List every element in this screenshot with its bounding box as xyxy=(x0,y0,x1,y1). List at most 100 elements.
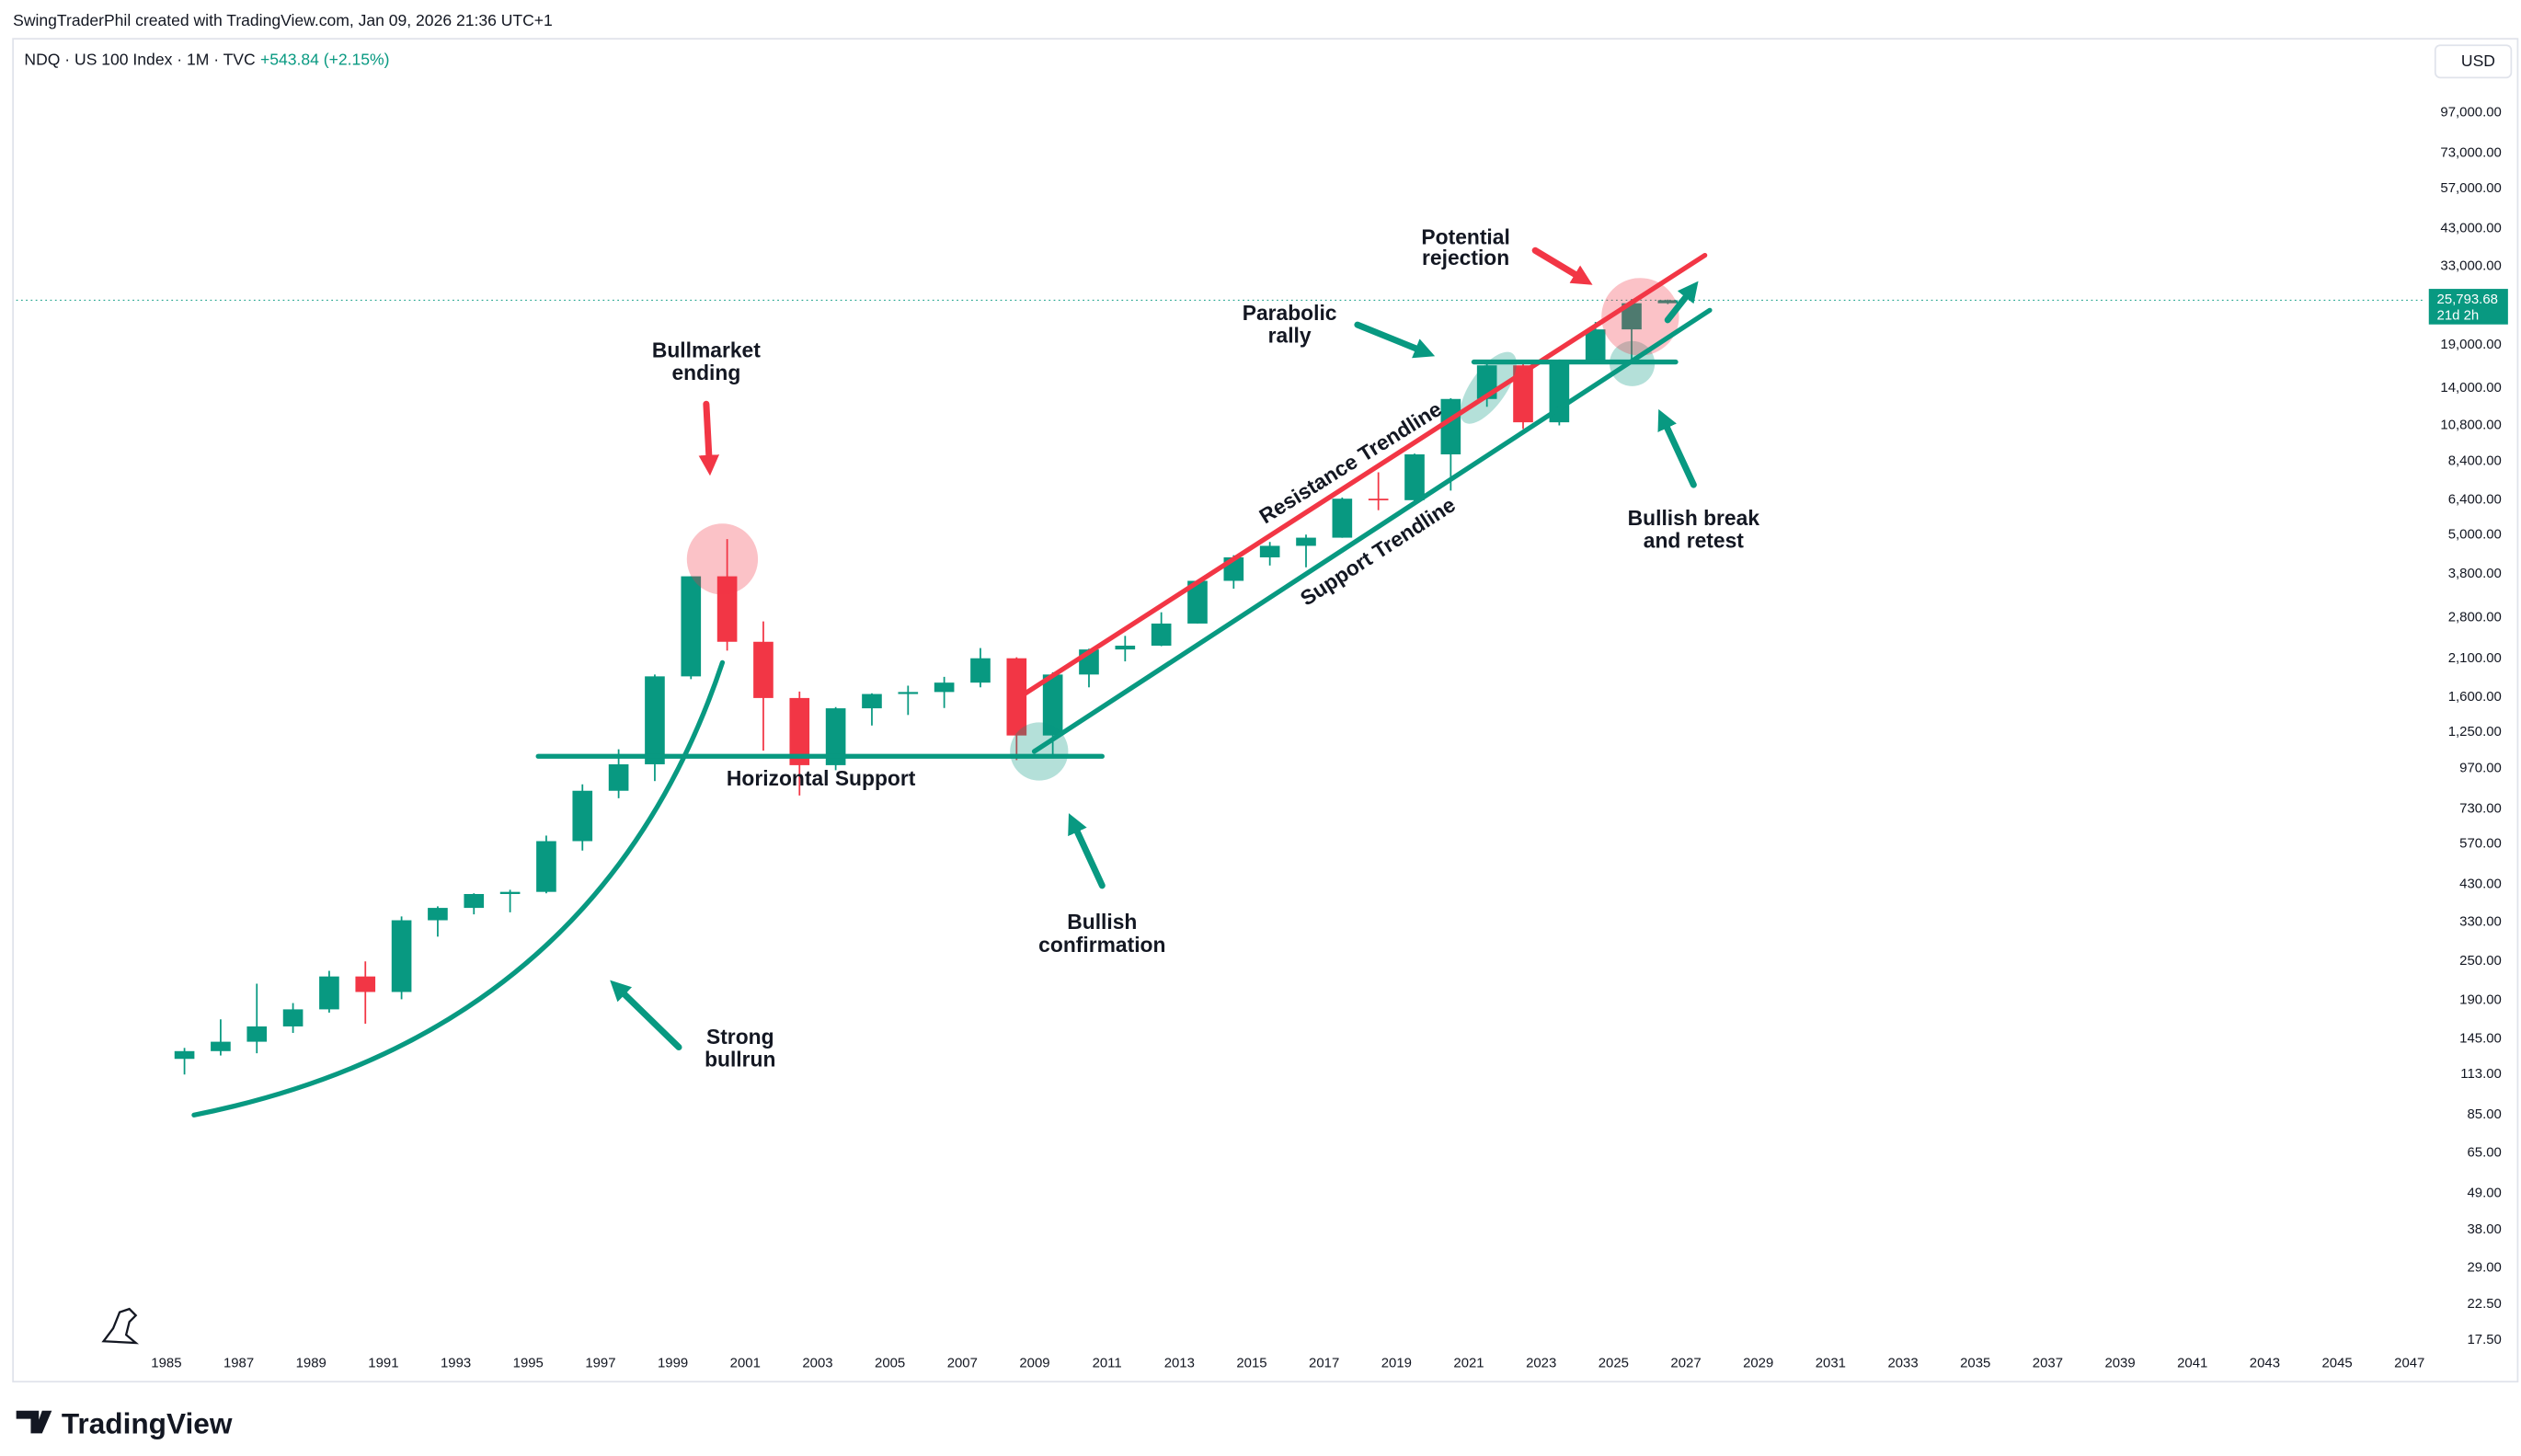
highlight-circle xyxy=(686,523,759,595)
x-tick-label: 2007 xyxy=(947,1355,978,1370)
candle-body xyxy=(1187,580,1208,624)
candle-body xyxy=(319,976,339,1010)
y-tick-label: 6,400.00 xyxy=(2448,491,2502,507)
x-tick-label: 1993 xyxy=(441,1355,471,1370)
y-tick-label: 2,800.00 xyxy=(2448,609,2502,625)
annotation: rejection xyxy=(1422,246,1509,269)
x-tick-label: 2045 xyxy=(2321,1355,2352,1370)
highlight-circle xyxy=(1010,722,1069,781)
candle-body xyxy=(355,976,376,992)
y-tick-label: 145.00 xyxy=(2459,1031,2502,1047)
candle-body xyxy=(753,641,773,698)
annotation: Potential xyxy=(1421,224,1509,248)
y-tick-label: 17.50 xyxy=(2467,1332,2501,1347)
x-tick-label: 1991 xyxy=(368,1355,398,1370)
y-tick-label: 65.00 xyxy=(2467,1145,2501,1161)
annotation: Bullmarket xyxy=(652,338,761,361)
x-tick-label: 2025 xyxy=(1599,1355,1629,1370)
x-tick-label: 2017 xyxy=(1309,1355,1339,1370)
x-tick-label: 2013 xyxy=(1164,1355,1195,1370)
x-tick-label: 2021 xyxy=(1453,1355,1484,1370)
candle-body xyxy=(1404,454,1425,500)
candle-body xyxy=(970,658,991,683)
highlight-circle xyxy=(1601,278,1679,356)
arrow xyxy=(698,400,720,476)
x-tick-label: 2031 xyxy=(1816,1355,1846,1370)
chart-frame xyxy=(12,38,2519,1383)
x-tick-label: 2047 xyxy=(2394,1355,2424,1370)
brand: TradingView xyxy=(62,1406,233,1439)
y-tick-label: 730.00 xyxy=(2459,800,2502,816)
x-tick-label: 2023 xyxy=(1526,1355,1556,1370)
candle-body xyxy=(608,763,629,791)
x-tick-label: 2019 xyxy=(1381,1355,1412,1370)
x-tick-label: 2005 xyxy=(875,1355,905,1370)
currency[interactable]: USD xyxy=(2461,52,2495,70)
x-tick-label: 2035 xyxy=(1960,1355,1990,1370)
annotation: Parabolic xyxy=(1243,301,1337,325)
candle-body xyxy=(211,1041,231,1051)
y-tick-label: 970.00 xyxy=(2459,760,2502,775)
x-tick-label: 2001 xyxy=(730,1355,761,1370)
y-tick-label: 1,250.00 xyxy=(2448,724,2502,739)
logo-icon xyxy=(101,1307,140,1345)
candle-body xyxy=(1657,300,1679,304)
candle-body xyxy=(464,893,485,909)
y-tick-label: 2,100.00 xyxy=(2448,650,2502,666)
y-tick-label: 570.00 xyxy=(2459,836,2502,852)
y-tick-label: 49.00 xyxy=(2467,1185,2501,1200)
x-tick-label: 2003 xyxy=(802,1355,832,1370)
y-tick-label: 330.00 xyxy=(2459,913,2502,929)
y-tick-label: 22.50 xyxy=(2467,1296,2501,1312)
annotation: bullrun xyxy=(705,1048,775,1072)
annotation: Bullish break xyxy=(1628,506,1760,530)
candle-body xyxy=(1259,545,1280,557)
x-tick-label: 2009 xyxy=(1019,1355,1049,1370)
author-line: SwingTraderPhil created with TradingView… xyxy=(13,11,553,29)
y-tick-label: 43,000.00 xyxy=(2440,221,2501,236)
candle-body xyxy=(716,576,738,642)
candle-body xyxy=(536,841,556,892)
plot: 97,000.00 73,000.00 57,000.00 43,000.00 33,0… xyxy=(16,105,2508,1370)
currency-button[interactable] xyxy=(2434,44,2513,79)
candle-body xyxy=(572,790,593,842)
candle-body xyxy=(174,1050,195,1060)
candle-body xyxy=(1585,329,1606,361)
y-tick-label: 113.00 xyxy=(2460,1066,2502,1082)
arrow xyxy=(610,980,682,1051)
y-tick-label: 190.00 xyxy=(2459,992,2502,1008)
x-tick-label: 2043 xyxy=(2250,1355,2280,1370)
x-tick-label: 1987 xyxy=(223,1355,254,1370)
x-tick-label: 2037 xyxy=(2033,1355,2063,1370)
annotation: ending xyxy=(671,361,740,384)
last-price-label: 25,793.68 xyxy=(2437,292,2498,307)
y-tick-label: 85.00 xyxy=(2467,1106,2501,1122)
candle-body xyxy=(1151,623,1172,646)
annotation: Horizontal Support xyxy=(727,766,916,790)
candle-body xyxy=(934,682,955,693)
candle-body xyxy=(246,1026,268,1042)
x-tick-label: 2015 xyxy=(1236,1355,1266,1370)
y-tick-label: 1,600.00 xyxy=(2448,689,2502,705)
x-tick-label: 1997 xyxy=(585,1355,615,1370)
y-tick-label: 430.00 xyxy=(2459,876,2502,891)
x-tick-label: 2029 xyxy=(1743,1355,1773,1370)
x-tick-label: 1995 xyxy=(513,1355,544,1370)
resistance-trendline xyxy=(1020,252,1708,698)
candle-body xyxy=(1115,645,1136,650)
y-tick-label: 14,000.00 xyxy=(2440,380,2501,396)
candle-body xyxy=(681,576,702,677)
x-tick-label: 2027 xyxy=(1670,1355,1701,1370)
arrow xyxy=(1531,246,1593,285)
arrow xyxy=(1657,408,1697,488)
y-tick-label: 3,800.00 xyxy=(2448,566,2502,581)
candle-body xyxy=(1368,499,1389,500)
y-tick-label: 33,000.00 xyxy=(2440,258,2501,274)
candle-body xyxy=(1621,303,1642,330)
change: +543.84 (+2.15%) xyxy=(260,50,389,68)
x-tick-label: 2033 xyxy=(1887,1355,1918,1370)
support-trendline xyxy=(1031,307,1713,754)
annotation: Strong xyxy=(706,1025,774,1049)
candle-body xyxy=(282,1009,304,1026)
